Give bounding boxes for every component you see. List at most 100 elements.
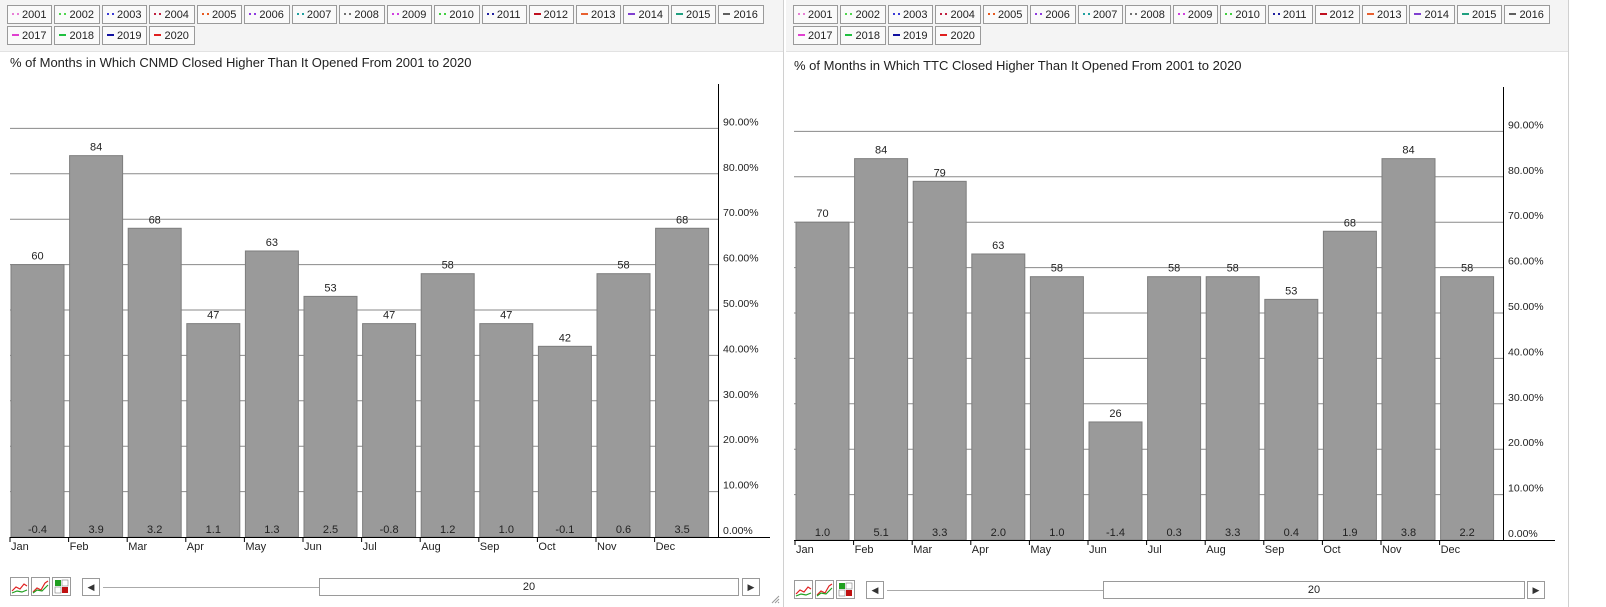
legend-item-2020[interactable]: 2020 (935, 26, 981, 45)
legend-item-2016[interactable]: 2016 (1504, 5, 1550, 24)
bar-value-label: 47 (500, 310, 512, 322)
bar-change-label: -1.4 (1106, 527, 1125, 539)
scroll-right-button[interactable]: ▶ (742, 578, 760, 596)
line-chart-icon[interactable] (794, 580, 813, 599)
legend-item-2017[interactable]: 2017 (793, 26, 839, 45)
legend-item-2015[interactable]: 2015 (670, 5, 717, 24)
x-tick-label: Jun (304, 541, 322, 553)
legend-swatch-icon (580, 13, 588, 16)
legend-swatch-icon (1461, 13, 1469, 16)
legend-item-2006[interactable]: 2006 (1030, 5, 1076, 24)
legend-item-2018[interactable]: 2018 (840, 26, 886, 45)
legend-swatch-icon (1177, 13, 1185, 16)
bar-value-label: 63 (266, 237, 278, 249)
legend-swatch-icon (940, 34, 948, 37)
legend-item-2013[interactable]: 2013 (575, 5, 622, 24)
bar-change-label: 0.3 (1166, 527, 1181, 539)
bar-value-label: 60 (31, 251, 43, 263)
legend-swatch-icon (987, 13, 995, 16)
trend-chart-icon[interactable] (815, 580, 834, 599)
legend-item-2003[interactable]: 2003 (101, 5, 148, 24)
period-slider-value[interactable]: 20 (1103, 581, 1525, 599)
bar-value-label: 68 (149, 214, 161, 226)
x-tick-label: Jul (363, 541, 377, 553)
legend-item-2001[interactable]: 2001 (793, 5, 839, 24)
bar-value-label: 47 (383, 310, 395, 322)
legend-item-2011[interactable]: 2011 (481, 5, 527, 24)
bar-change-label: 1.1 (206, 524, 221, 536)
legend-label: 2016 (1519, 9, 1544, 21)
x-tick-label: Aug (421, 541, 441, 553)
legend-item-2005[interactable]: 2005 (982, 5, 1029, 24)
legend-label: 2007 (306, 9, 332, 21)
legend-item-2020[interactable]: 2020 (149, 26, 195, 45)
legend-label: 2010 (449, 9, 474, 21)
legend-swatch-icon (59, 13, 67, 16)
legend-item-2001[interactable]: 2001 (7, 5, 53, 24)
x-tick-label: Mar (128, 541, 147, 553)
line-chart-icon[interactable] (10, 577, 29, 596)
legend-item-2004[interactable]: 2004 (935, 5, 981, 24)
legend-swatch-icon (106, 34, 114, 37)
y-tick-label: 0.00% (1508, 528, 1538, 540)
x-tick-label: Dec (656, 541, 676, 553)
scroll-left-button[interactable]: ◀ (82, 578, 100, 596)
legend-item-2007[interactable]: 2007 (1077, 5, 1124, 24)
legend-item-2004[interactable]: 2004 (149, 5, 195, 24)
legend-label: 2004 (950, 9, 975, 21)
bar-mar (127, 227, 182, 538)
trend-chart-icon[interactable] (31, 577, 50, 596)
heatmap-icon[interactable] (52, 577, 71, 596)
y-tick-label: 0.00% (723, 525, 753, 537)
x-tick-label: Jan (11, 541, 29, 553)
legend-item-2002[interactable]: 2002 (840, 5, 886, 24)
legend-item-2019[interactable]: 2019 (101, 26, 148, 45)
legend-item-2007[interactable]: 2007 (291, 5, 338, 24)
x-tick-label: Mar (913, 544, 932, 556)
slider-track[interactable] (887, 590, 1103, 591)
legend-item-2008[interactable]: 2008 (339, 5, 385, 24)
bar-value-label: 68 (1344, 217, 1356, 229)
chart-panel-ttc: 2001 2002 2003 2004 2005 2006 2007 2008 2009 2010… (786, 0, 1569, 607)
legend-item-2009[interactable]: 2009 (1172, 5, 1219, 24)
legend-item-2005[interactable]: 2005 (196, 5, 243, 24)
bar-sep (1264, 298, 1319, 541)
legend-swatch-icon (12, 34, 19, 37)
legend-item-2018[interactable]: 2018 (54, 26, 100, 45)
legend-item-2014[interactable]: 2014 (623, 5, 669, 24)
period-slider-value[interactable]: 20 (319, 578, 739, 596)
legend-item-2010[interactable]: 2010 (1220, 5, 1266, 24)
legend-label: 2003 (116, 9, 142, 21)
legend-item-2003[interactable]: 2003 (887, 5, 934, 24)
legend-item-2002[interactable]: 2002 (54, 5, 100, 24)
legend-item-2017[interactable]: 2017 (7, 26, 53, 45)
heatmap-icon[interactable] (836, 580, 855, 599)
bar-nov (1381, 158, 1436, 541)
bar-apr (971, 253, 1026, 541)
legend-item-2013[interactable]: 2013 (1361, 5, 1408, 24)
legend-item-2016[interactable]: 2016 (718, 5, 764, 24)
legend-item-2012[interactable]: 2012 (528, 5, 574, 24)
scroll-right-button[interactable]: ▶ (1527, 581, 1545, 599)
resize-grip-icon[interactable] (770, 594, 780, 604)
legend-item-2011[interactable]: 2011 (1267, 5, 1313, 24)
legend-swatch-icon (59, 34, 67, 37)
legend-label: 2005 (211, 9, 237, 21)
legend-swatch-icon (940, 13, 948, 16)
legend-item-2010[interactable]: 2010 (434, 5, 480, 24)
legend-item-2019[interactable]: 2019 (887, 26, 934, 45)
legend-item-2008[interactable]: 2008 (1125, 5, 1171, 24)
legend-item-2014[interactable]: 2014 (1409, 5, 1455, 24)
legend-swatch-icon (1319, 13, 1327, 16)
scroll-left-button[interactable]: ◀ (866, 581, 884, 599)
legend-item-2009[interactable]: 2009 (386, 5, 433, 24)
legend-item-2015[interactable]: 2015 (1456, 5, 1503, 24)
slider-track[interactable] (103, 587, 319, 588)
legend-label: 2020 (164, 30, 189, 42)
legend-label: 2006 (1045, 9, 1070, 21)
legend-item-2006[interactable]: 2006 (244, 5, 290, 24)
legend-swatch-icon (106, 13, 114, 16)
legend-item-2012[interactable]: 2012 (1314, 5, 1360, 24)
legend-label: 2004 (164, 9, 189, 21)
legend-swatch-icon (675, 13, 683, 16)
